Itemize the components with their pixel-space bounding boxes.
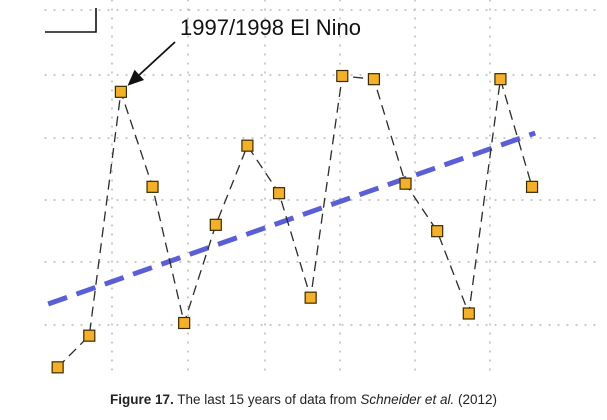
caption-year: (2012) bbox=[457, 392, 497, 407]
annotation-layer: 1997/1998 El Nino bbox=[127, 15, 361, 86]
annotation-arrowhead bbox=[127, 69, 145, 86]
trend-line bbox=[47, 130, 537, 307]
data-point bbox=[114, 85, 128, 98]
data-point bbox=[178, 316, 191, 330]
legend-box-corner bbox=[45, 8, 97, 33]
annotation-arrow bbox=[138, 41, 176, 76]
caption-label: Figure 17. bbox=[109, 392, 174, 407]
data-point bbox=[336, 69, 349, 83]
data-point bbox=[51, 361, 64, 374]
data-point bbox=[399, 177, 412, 190]
series-line bbox=[57, 75, 533, 368]
figure-caption: Figure 17. The last 15 years of data fro… bbox=[0, 392, 607, 407]
data-point bbox=[494, 73, 507, 86]
caption-citation: Schneider et al. bbox=[360, 392, 455, 407]
grid bbox=[44, 0, 601, 371]
data-point bbox=[272, 187, 286, 200]
data-point bbox=[209, 218, 222, 231]
caption-text: The last 15 years of data from bbox=[177, 392, 357, 407]
data-point bbox=[431, 225, 444, 238]
data-point bbox=[146, 180, 159, 193]
data-point bbox=[241, 139, 254, 152]
trendline-layer bbox=[47, 130, 537, 307]
data-point bbox=[367, 73, 381, 86]
annotation-label: 1997/1998 El Nino bbox=[180, 15, 361, 40]
series-layer bbox=[51, 69, 539, 374]
chart: 1997/1998 El Nino bbox=[44, 0, 601, 374]
data-point bbox=[525, 180, 539, 193]
data-point bbox=[462, 307, 475, 320]
data-point bbox=[304, 291, 317, 304]
data-point bbox=[83, 329, 96, 342]
